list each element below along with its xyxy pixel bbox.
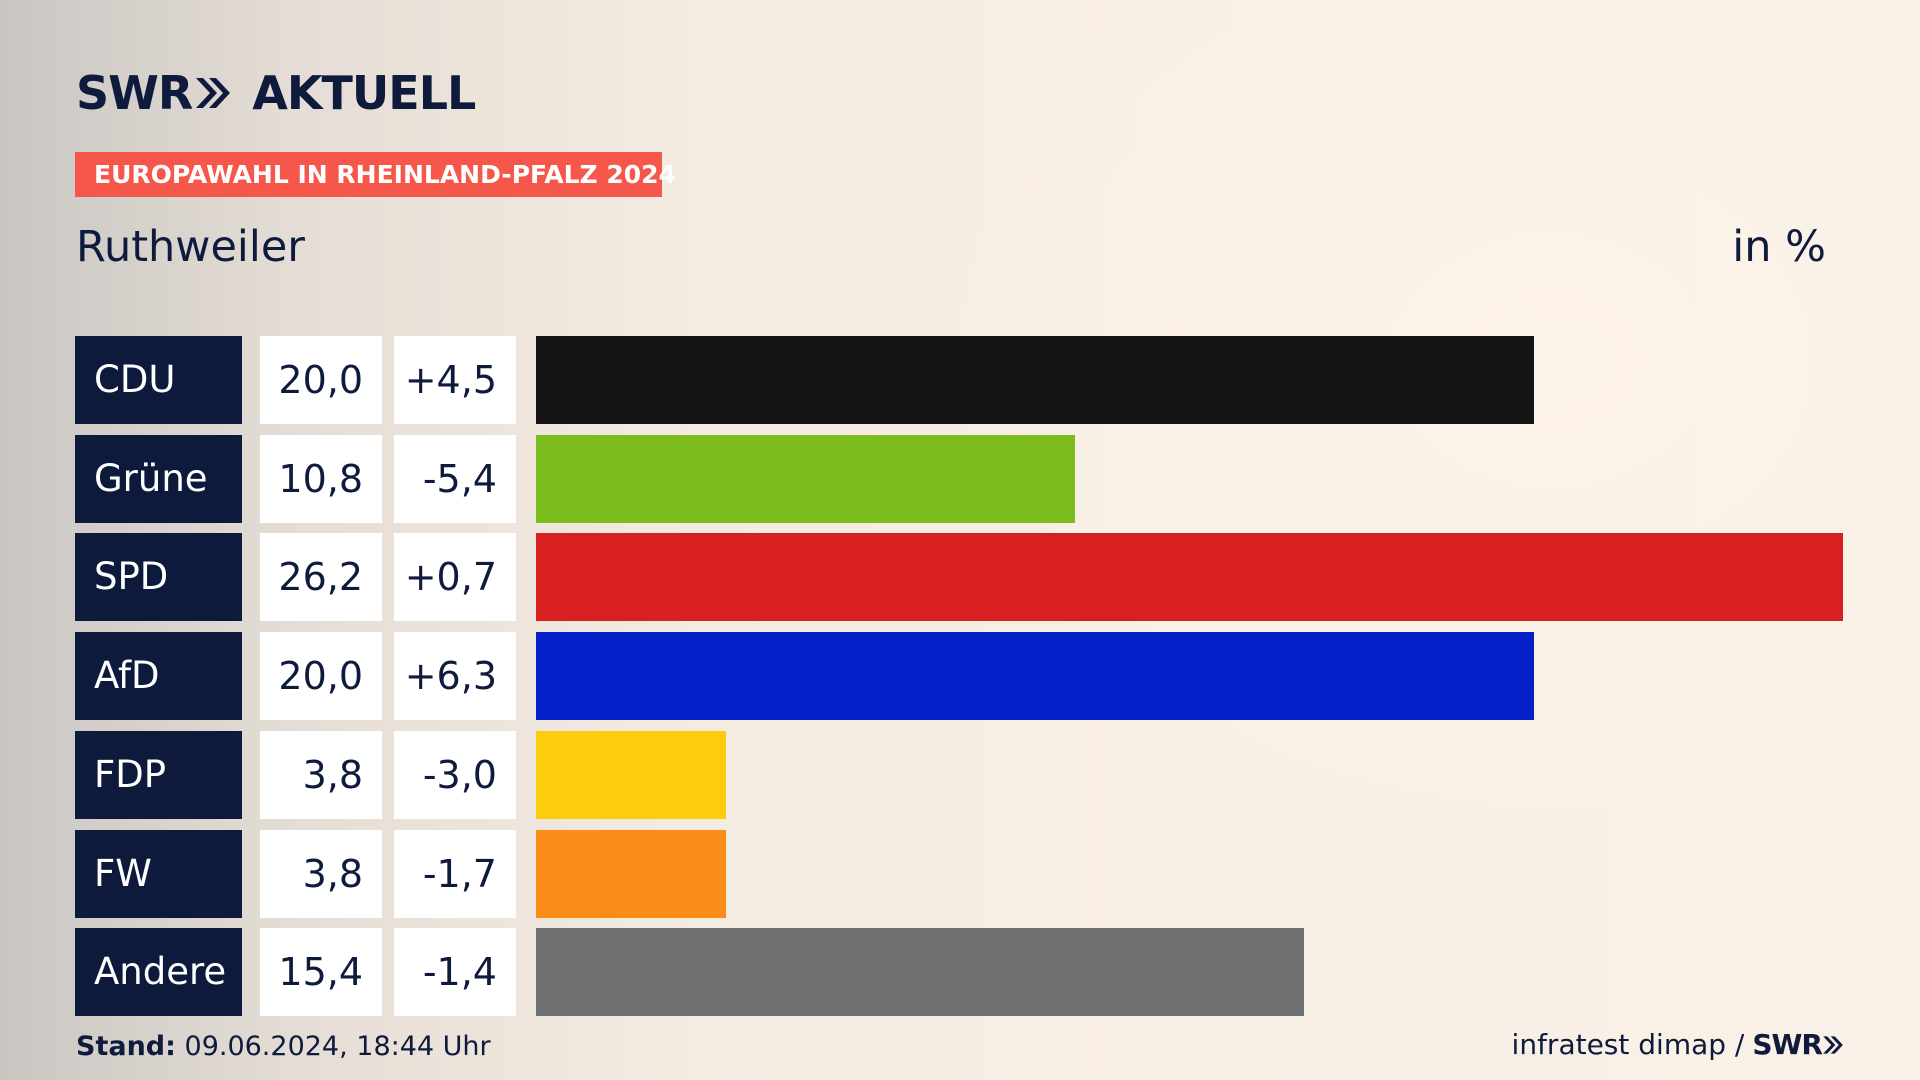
double-chevron-icon [1823, 1035, 1843, 1054]
value-label: 10,8 [260, 434, 382, 523]
bar-fw [536, 829, 726, 918]
swr-aktuell-logo: SWR AKTUELL [76, 66, 476, 120]
source-swr-logo: SWR [1752, 1028, 1844, 1061]
party-label: AfD [75, 632, 242, 721]
bar-spd [536, 533, 1843, 622]
bar-afd [536, 632, 1534, 721]
diff-label: -1,4 [394, 928, 516, 1017]
party-label: CDU [75, 336, 242, 424]
value-label: 15,4 [260, 928, 382, 1017]
value-label: 20,0 [260, 336, 382, 424]
double-chevron-icon [196, 78, 231, 108]
party-label: SPD [75, 533, 242, 622]
diff-label: -3,0 [394, 730, 516, 819]
value-label: 20,0 [260, 632, 382, 721]
logo-swr-text: SWR [76, 66, 193, 120]
party-label: Andere [75, 928, 242, 1017]
unit-label: in % [1732, 222, 1826, 272]
source-text: infratest dimap / [1511, 1028, 1745, 1061]
bar-fdp [536, 730, 726, 819]
logo-aktuell-text: AKTUELL [252, 66, 476, 120]
diff-label: -1,7 [394, 829, 516, 918]
party-label: Grüne [75, 434, 242, 523]
diff-label: +6,3 [394, 632, 516, 721]
diff-label: -5,4 [394, 434, 516, 523]
footer-timestamp: Stand: 09.06.2024, 18:44 Uhr [76, 1031, 491, 1062]
election-banner: EUROPAWAHL IN RHEINLAND-PFALZ 2024 [75, 152, 676, 197]
stand-label: Stand: [76, 1031, 176, 1062]
bar-grne [536, 434, 1075, 523]
party-label: FDP [75, 730, 242, 819]
bar-cdu [536, 336, 1534, 424]
stand-value: 09.06.2024, 18:44 Uhr [184, 1031, 491, 1062]
footer-source: infratest dimap / SWR [1512, 1028, 1844, 1061]
diff-label: +0,7 [394, 533, 516, 622]
region-title: Ruthweiler [76, 222, 305, 272]
value-label: 3,8 [260, 730, 382, 819]
value-label: 3,8 [260, 829, 382, 918]
bar-andere [536, 928, 1305, 1017]
value-label: 26,2 [260, 533, 382, 622]
party-label: FW [75, 829, 242, 918]
source-swr-text: SWR [1752, 1028, 1823, 1061]
diff-label: +4,5 [394, 336, 516, 424]
